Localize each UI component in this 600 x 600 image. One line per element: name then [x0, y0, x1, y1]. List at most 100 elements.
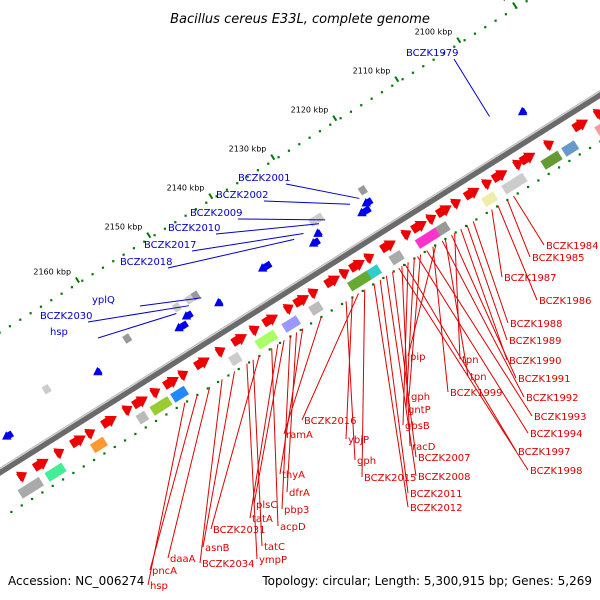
accession-text: Accession: NC_006274 — [8, 574, 144, 588]
bottom-label-leader — [451, 234, 517, 379]
feature-box — [540, 150, 563, 170]
bottom-gene-label: tpn — [470, 372, 487, 383]
bottom-label-leader — [466, 225, 508, 341]
bottom-gene-label: tatC — [264, 542, 285, 553]
top-gene-label: BCZK2030 — [40, 311, 93, 322]
feature-box-shape — [228, 351, 243, 367]
feature-box-shape — [135, 410, 150, 425]
feature-box-shape — [41, 383, 52, 395]
top-gene-label: BCZK2017 — [144, 240, 197, 251]
inner-ring-dot — [113, 445, 116, 449]
ring-dot — [174, 221, 177, 224]
bottom-gene-label: asnB — [205, 543, 230, 554]
gene-arrow-shape — [379, 240, 396, 254]
bottom-label-leader — [432, 246, 449, 393]
ring-dot — [287, 149, 291, 152]
gene-arrow-shape — [511, 159, 524, 171]
red-gene-arrow — [31, 458, 49, 472]
gene-arrow-shape — [338, 268, 350, 280]
feature-box — [17, 476, 45, 499]
ring-dot — [236, 182, 239, 185]
red-gene-arrow — [177, 370, 189, 382]
kbp-tick-mark — [146, 232, 152, 239]
gene-arrow-shape — [357, 205, 372, 217]
kbp-tick-mark — [394, 76, 400, 83]
inner-ring-dot — [92, 458, 96, 462]
top-label-leader — [167, 238, 295, 269]
ring-dot — [380, 91, 384, 94]
ring-dot — [504, 13, 508, 16]
inner-ring-dot — [206, 387, 209, 390]
upper-feature-box — [41, 383, 52, 395]
inner-ring-dot — [134, 432, 137, 436]
red-gene-arrow — [449, 198, 462, 210]
gene-arrow-shape — [348, 259, 365, 273]
gene-arrow-shape — [258, 260, 273, 272]
bottom-label-leader — [408, 254, 421, 397]
inner-ring-dot — [537, 179, 540, 182]
gene-arrow-shape — [181, 310, 194, 320]
feature-box — [414, 227, 441, 249]
blue-gene-arrow — [517, 106, 528, 116]
bottom-gene-label: BCZK1984 — [546, 241, 599, 252]
kbp-tick-mark — [270, 154, 276, 161]
kbp-tick-label: 2100 kbp — [415, 28, 453, 37]
red-gene-arrow — [511, 159, 524, 171]
bottom-gene-label: tatA — [252, 514, 273, 525]
bottom-label-leader — [345, 297, 353, 440]
inner-ring-dot — [495, 205, 499, 208]
ring-dot — [329, 123, 332, 126]
inner-ring-dot — [72, 471, 75, 475]
bottom-gene-label: hsp — [150, 581, 168, 592]
bottom-gene-label: BCZK1997 — [518, 447, 571, 458]
ring-dot — [525, 0, 528, 3]
bottom-label-leader — [199, 379, 223, 564]
gene-labels: BCZK1979 BCZK2001 BCZK2002 BCZK2009 BCZK2010… — [40, 48, 599, 592]
top-gene-label: BCZK2018 — [120, 257, 173, 268]
bottom-label-leader — [345, 301, 356, 461]
red-gene-arrow — [121, 405, 133, 417]
inner-ring-dot — [30, 497, 34, 501]
bottom-label-leader — [407, 244, 437, 357]
bottom-label-leader — [385, 275, 417, 477]
feature-box-shape — [17, 476, 45, 499]
inner-ring-dot — [268, 348, 271, 351]
bottom-label-leader — [202, 371, 235, 548]
kbp-tick-mark — [75, 276, 80, 284]
bottom-gene-label: gph — [357, 456, 376, 467]
feature-box-shape — [357, 185, 368, 196]
feature-box-shape — [149, 396, 173, 416]
gene-arrow-shape — [518, 152, 536, 166]
gene-arrow-shape — [193, 357, 210, 371]
red-gene-arrow — [15, 471, 28, 483]
red-gene-arrow — [592, 109, 600, 121]
gene-arrow-shape — [480, 179, 493, 191]
red-gene-arrow — [84, 428, 96, 440]
bottom-gene-label: BCZK2011 — [410, 489, 463, 500]
feature-box — [44, 462, 67, 482]
gene-arrow-shape — [53, 448, 65, 460]
blue-gene-arrow — [313, 228, 323, 237]
red-gene-arrow — [323, 275, 340, 289]
bottom-label-leader — [416, 256, 529, 434]
feature-box-shape — [540, 150, 563, 170]
blue-gene-arrow — [93, 366, 103, 376]
gene-arrow-shape — [323, 275, 340, 289]
feature-box — [228, 351, 243, 367]
gene-arrow-shape — [592, 109, 600, 121]
blue-gene-arrow — [2, 430, 15, 440]
inner-ring-dot — [402, 263, 406, 267]
inner-ring-dot — [247, 361, 251, 364]
red-gene-arrow — [425, 214, 437, 226]
feature-box — [594, 122, 600, 136]
ring-dot — [8, 325, 12, 328]
bottom-label-leader — [426, 250, 533, 417]
red-gene-arrow — [542, 140, 555, 152]
gene-arrow-shape — [542, 140, 555, 152]
bottom-label-leader — [252, 359, 263, 547]
feature-box-shape — [170, 385, 190, 403]
red-gene-arrow — [379, 240, 396, 254]
red-gene-arrow — [363, 253, 375, 265]
bottom-gene-label: ybjP — [348, 435, 369, 446]
